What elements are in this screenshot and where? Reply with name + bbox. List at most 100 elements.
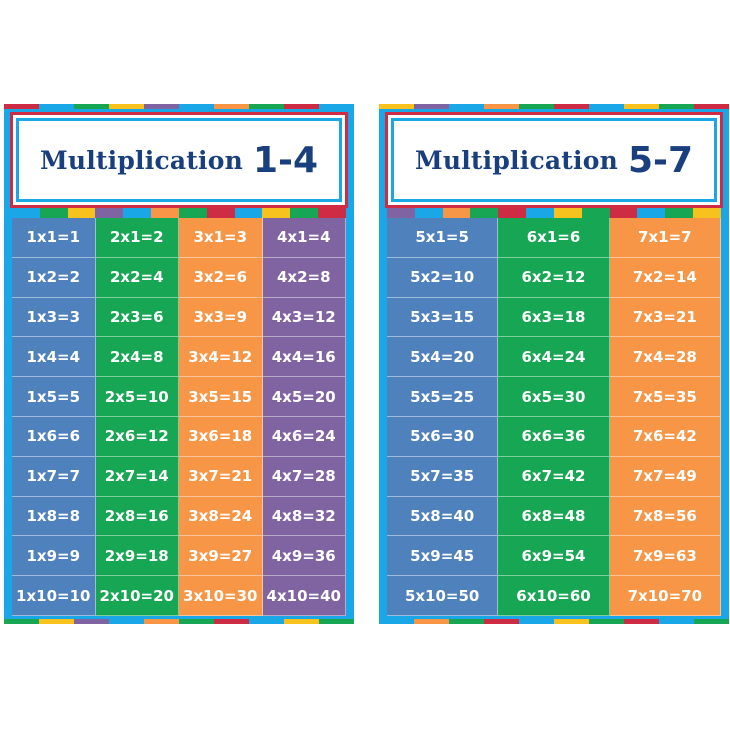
table-row: 5x8=40 6x8=48 7x8=56 — [387, 496, 721, 537]
table-cell: 3x8=24 — [179, 496, 263, 537]
table-cell: 5x9=45 — [387, 536, 499, 577]
color-block — [249, 619, 284, 624]
table-cell: 4x10=40 — [262, 576, 346, 616]
table-cell: 3x4=12 — [179, 337, 263, 378]
color-block — [318, 208, 346, 218]
table-cell: 1x10=10 — [12, 576, 96, 616]
table-cell: 6x9=54 — [498, 536, 610, 577]
color-block — [214, 104, 249, 109]
table-row: 5x5=25 6x5=30 7x5=35 — [387, 377, 721, 417]
color-block — [109, 104, 144, 109]
table-cell: 2x5=10 — [95, 377, 179, 417]
bottom-color-strip — [379, 619, 729, 624]
color-block — [581, 208, 610, 218]
color-block — [554, 104, 589, 109]
table-cell: 5x4=20 — [387, 337, 499, 378]
color-block — [95, 208, 124, 218]
table-cell: 2x9=18 — [95, 536, 179, 577]
color-block — [484, 104, 519, 109]
table-cell: 7x2=14 — [609, 257, 721, 298]
poster-multiplication-5-7: Multiplication 5-7 5x1=5 6x1=6 7x1=7 5x2=10… — [379, 104, 729, 624]
table-cell: 1x4=4 — [12, 337, 96, 378]
table-row: 1x8=8 2x8=16 3x8=24 4x8=32 — [12, 496, 346, 537]
table-cell: 2x8=16 — [95, 496, 179, 537]
table-row: 1x6=6 2x6=12 3x6=18 4x6=24 — [12, 416, 346, 457]
color-block — [498, 208, 527, 218]
poster-title: Multiplication — [39, 145, 243, 175]
color-block — [109, 619, 144, 624]
color-block — [74, 619, 109, 624]
table-cell: 6x8=48 — [498, 496, 610, 537]
table-cell: 5x10=50 — [387, 576, 499, 616]
color-block — [609, 208, 638, 218]
table-cell: 5x6=30 — [387, 416, 499, 457]
color-block — [694, 619, 729, 624]
color-block — [693, 208, 721, 218]
color-block — [319, 104, 354, 109]
table-cell: 3x5=15 — [179, 377, 263, 417]
color-block — [519, 619, 554, 624]
color-block — [449, 619, 484, 624]
table-cell: 3x3=9 — [179, 297, 263, 338]
color-block — [519, 104, 554, 109]
color-block — [414, 619, 449, 624]
color-block — [39, 104, 74, 109]
color-block — [206, 208, 235, 218]
color-block — [179, 619, 214, 624]
bottom-color-strip — [4, 619, 354, 624]
table-cell: 4x3=12 — [262, 297, 346, 338]
color-block — [470, 208, 499, 218]
multiplication-table: 5x1=5 6x1=6 7x1=7 5x2=10 6x2=12 7x2=14 5x3=15 6… — [387, 218, 721, 616]
table-cell: 2x10=20 — [95, 576, 179, 616]
table-cell: 7x4=28 — [609, 337, 721, 378]
color-block — [379, 104, 414, 109]
table-cell: 7x3=21 — [609, 297, 721, 338]
top-color-strip — [4, 104, 354, 109]
color-block — [414, 104, 449, 109]
table-row: 5x2=10 6x2=12 7x2=14 — [387, 257, 721, 298]
poster-title: Multiplication — [414, 145, 618, 175]
table-cell: 1x3=3 — [12, 297, 96, 338]
poster-range: 5-7 — [627, 139, 694, 181]
table-row: 5x10=50 6x10=60 7x10=70 — [387, 576, 721, 616]
table-cell: 3x10=30 — [179, 576, 263, 616]
color-block — [449, 104, 484, 109]
color-block — [178, 208, 207, 218]
table-cell: 4x5=20 — [262, 377, 346, 417]
table-cell: 5x7=35 — [387, 456, 499, 497]
color-block — [659, 619, 694, 624]
table-cell: 3x9=27 — [179, 536, 263, 577]
table-cell: 1x8=8 — [12, 496, 96, 537]
poster-header: Multiplication 5-7 — [385, 112, 723, 208]
table-cell: 7x6=42 — [609, 416, 721, 457]
table-row: 1x5=5 2x5=10 3x5=15 4x5=20 — [12, 377, 346, 417]
table-cell: 7x9=63 — [609, 536, 721, 577]
table-row: 1x9=9 2x9=18 3x9=27 4x9=36 — [12, 536, 346, 577]
table-cell: 5x3=15 — [387, 297, 499, 338]
color-block — [214, 619, 249, 624]
poster-multiplication-1-4: Multiplication 1-4 1x1=1 2x1=2 3x1=3 4x1=4 1… — [4, 104, 354, 624]
table-cell: 6x4=24 — [498, 337, 610, 378]
table-cell: 2x2=4 — [95, 257, 179, 298]
color-block — [74, 104, 109, 109]
table-row: 1x4=4 2x4=8 3x4=12 4x4=16 — [12, 337, 346, 378]
table-row: 5x4=20 6x4=24 7x4=28 — [387, 337, 721, 378]
color-block — [387, 208, 415, 218]
color-block — [665, 208, 694, 218]
color-block — [589, 104, 624, 109]
table-cell: 4x9=36 — [262, 536, 346, 577]
table-cell: 3x6=18 — [179, 416, 263, 457]
color-block — [484, 619, 519, 624]
table-cell: 7x7=49 — [609, 456, 721, 497]
poster-header-frame: Multiplication 5-7 — [391, 118, 717, 202]
table-cell: 2x6=12 — [95, 416, 179, 457]
table-row: 5x7=35 6x7=42 7x7=49 — [387, 456, 721, 497]
poster-range: 1-4 — [252, 139, 319, 181]
color-block — [624, 619, 659, 624]
table-cell: 6x6=36 — [498, 416, 610, 457]
color-block — [526, 208, 554, 218]
color-block — [554, 619, 589, 624]
table-row: 1x10=10 2x10=20 3x10=30 4x10=40 — [12, 576, 346, 616]
table-cell: 1x5=5 — [12, 377, 96, 417]
table-row: 5x6=30 6x6=36 7x6=42 — [387, 416, 721, 457]
